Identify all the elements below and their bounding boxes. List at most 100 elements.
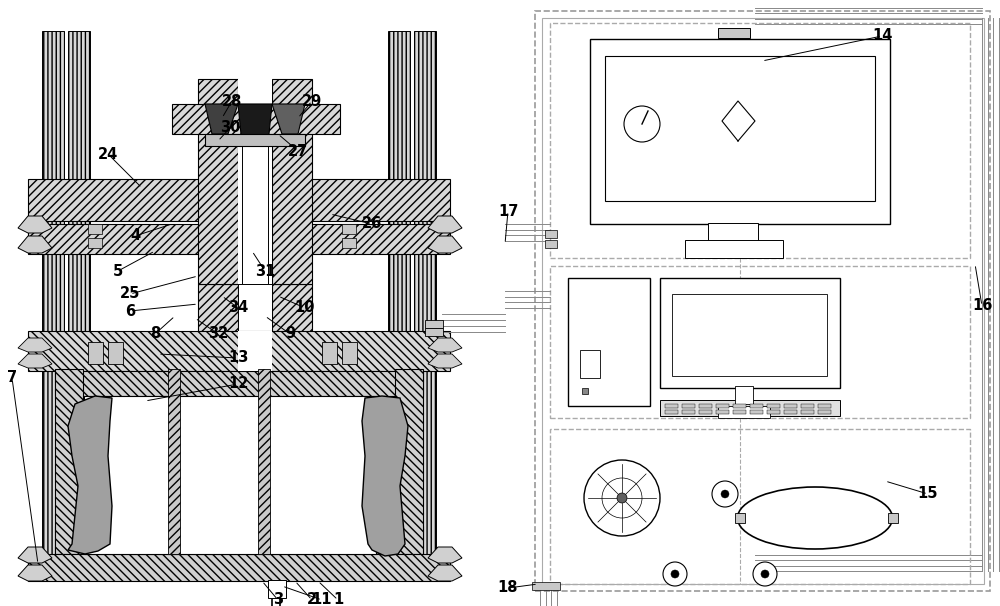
Bar xyxy=(685,240,783,258)
Bar xyxy=(88,224,102,234)
Text: 32: 32 xyxy=(208,327,228,342)
Bar xyxy=(818,404,831,408)
Text: 5: 5 xyxy=(113,264,123,279)
Bar xyxy=(767,404,780,408)
Bar xyxy=(238,331,272,371)
Bar xyxy=(767,410,780,414)
Bar xyxy=(425,328,443,336)
Circle shape xyxy=(761,570,769,578)
Text: 9: 9 xyxy=(285,327,295,342)
Text: 34: 34 xyxy=(228,301,248,316)
Bar xyxy=(605,56,875,201)
Text: 24: 24 xyxy=(98,147,118,162)
Polygon shape xyxy=(428,547,462,563)
Circle shape xyxy=(617,493,627,503)
Bar xyxy=(168,369,180,554)
Bar xyxy=(784,404,797,408)
Text: 29: 29 xyxy=(302,93,322,108)
Text: 14: 14 xyxy=(872,28,892,44)
Ellipse shape xyxy=(738,487,893,549)
Bar xyxy=(735,513,745,523)
Polygon shape xyxy=(18,216,52,233)
Bar xyxy=(888,513,898,523)
Polygon shape xyxy=(272,104,305,134)
Bar xyxy=(682,404,695,408)
Bar xyxy=(550,266,970,418)
Text: 27: 27 xyxy=(288,144,308,159)
Bar xyxy=(801,404,814,408)
Text: 26: 26 xyxy=(362,216,382,231)
Bar xyxy=(342,342,357,364)
Circle shape xyxy=(584,460,660,536)
Polygon shape xyxy=(68,396,112,554)
Polygon shape xyxy=(205,104,238,134)
Bar xyxy=(258,369,270,554)
Bar xyxy=(718,406,770,418)
Text: 18: 18 xyxy=(498,581,518,596)
Text: 8: 8 xyxy=(150,327,160,342)
Bar xyxy=(28,224,450,254)
Bar xyxy=(42,31,64,561)
Bar xyxy=(708,223,758,241)
Bar xyxy=(582,388,588,394)
Text: 7: 7 xyxy=(7,370,17,385)
Text: 28: 28 xyxy=(222,93,242,108)
Bar xyxy=(68,31,90,561)
Bar xyxy=(242,144,268,284)
Bar xyxy=(268,580,286,598)
Polygon shape xyxy=(18,565,52,581)
Bar xyxy=(784,410,797,414)
Bar xyxy=(716,404,729,408)
Polygon shape xyxy=(238,104,272,144)
Bar xyxy=(198,284,238,368)
Bar xyxy=(55,369,83,554)
Bar xyxy=(414,31,436,561)
Bar xyxy=(28,179,450,221)
Bar xyxy=(108,342,123,364)
Bar xyxy=(750,404,763,408)
Polygon shape xyxy=(362,396,408,556)
Polygon shape xyxy=(428,338,462,352)
Bar xyxy=(205,134,305,146)
Bar xyxy=(55,526,423,554)
Bar xyxy=(580,350,600,378)
Bar xyxy=(395,369,423,554)
Bar xyxy=(699,410,712,414)
Text: 13: 13 xyxy=(228,350,248,365)
Bar xyxy=(238,284,272,368)
Bar xyxy=(532,582,560,590)
Bar xyxy=(342,238,356,248)
Circle shape xyxy=(624,106,660,142)
Bar xyxy=(272,79,312,284)
Text: 25: 25 xyxy=(120,287,140,302)
Bar xyxy=(388,31,410,561)
Polygon shape xyxy=(18,547,52,563)
Bar xyxy=(88,342,103,364)
Bar xyxy=(735,386,753,404)
Circle shape xyxy=(671,570,679,578)
Bar xyxy=(272,284,312,368)
Bar xyxy=(590,39,890,224)
Bar xyxy=(545,230,557,238)
Bar xyxy=(750,410,763,414)
Polygon shape xyxy=(18,338,52,352)
Circle shape xyxy=(721,490,729,498)
Bar xyxy=(55,371,423,396)
Bar xyxy=(801,410,814,414)
Text: 3: 3 xyxy=(273,593,283,606)
Text: 2: 2 xyxy=(307,593,317,606)
Bar xyxy=(660,400,840,416)
Bar xyxy=(672,294,827,376)
Bar xyxy=(542,18,984,584)
Bar xyxy=(550,23,970,258)
Bar xyxy=(665,410,678,414)
Polygon shape xyxy=(18,354,52,368)
Text: 11: 11 xyxy=(312,593,332,606)
Text: 1: 1 xyxy=(333,593,343,606)
Bar xyxy=(172,104,340,134)
Bar xyxy=(535,11,990,591)
Bar xyxy=(733,410,746,414)
Bar xyxy=(28,554,450,581)
Circle shape xyxy=(663,562,687,586)
Bar xyxy=(198,79,238,284)
